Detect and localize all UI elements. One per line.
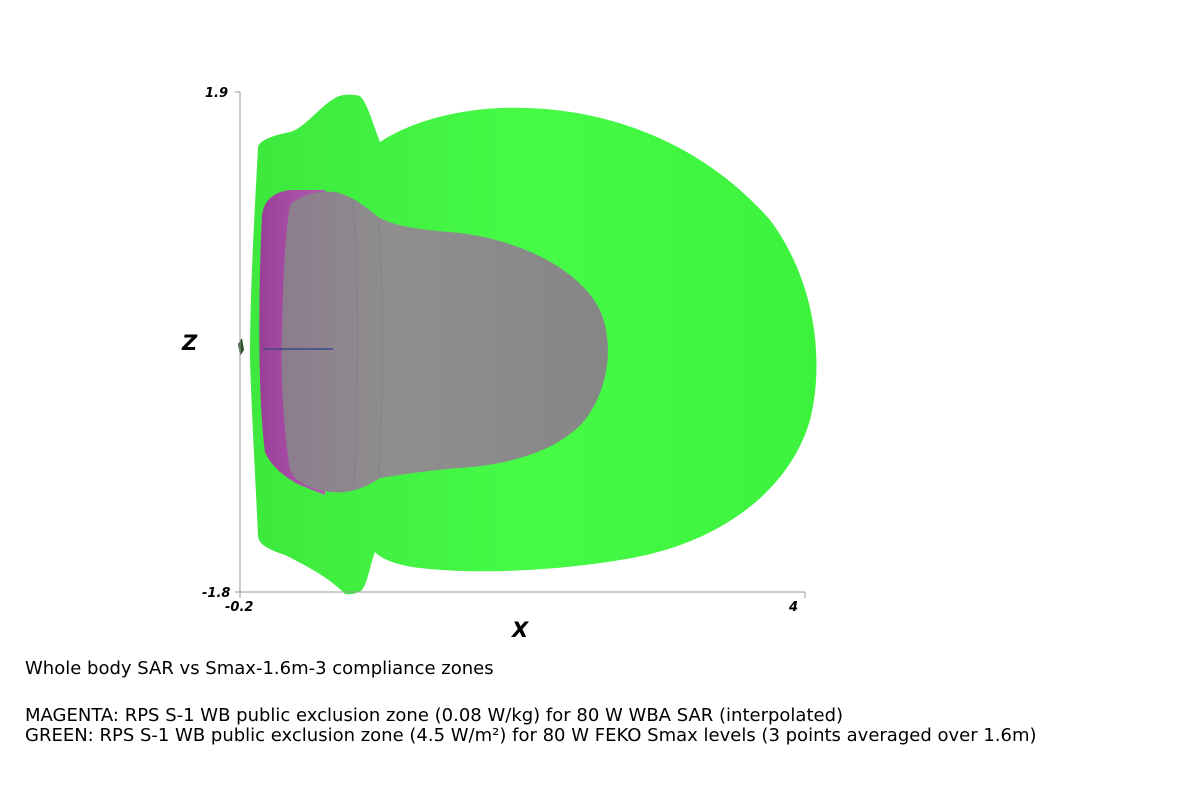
x-max-tick-label: 4 bbox=[788, 600, 798, 615]
caption-green-legend: GREEN: RPS S-1 WB public exclusion zone … bbox=[25, 725, 1037, 746]
z-min-tick-label: -1.8 bbox=[202, 586, 230, 601]
gray-inner-zone bbox=[281, 191, 608, 493]
compliance-zone-view: 1.9 -1.8 -0.2 4 Z X bbox=[181, 86, 817, 642]
left-edge-sliver bbox=[238, 338, 244, 356]
gray-ridge-2 bbox=[377, 219, 384, 479]
gray-ridge-1 bbox=[351, 199, 359, 489]
x-axis-title: X bbox=[510, 618, 530, 642]
caption-magenta-legend: MAGENTA: RPS S-1 WB public exclusion zon… bbox=[25, 705, 844, 726]
z-axis-title: Z bbox=[181, 331, 198, 355]
x-min-tick-label: -0.2 bbox=[225, 600, 253, 615]
z-max-tick-label: 1.9 bbox=[205, 86, 228, 101]
caption-title: Whole body SAR vs Smax-1.6m-3 compliance… bbox=[25, 658, 494, 679]
